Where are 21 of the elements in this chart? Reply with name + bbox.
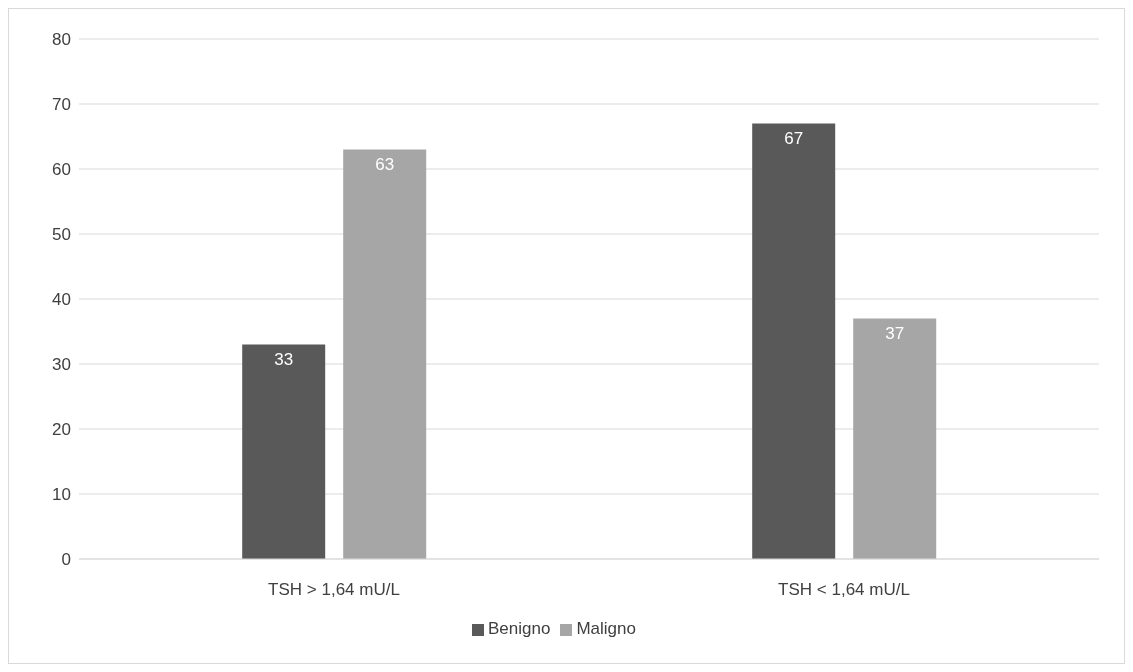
y-tick-label: 50 xyxy=(52,225,71,245)
y-tick-label: 40 xyxy=(52,290,71,310)
x-tick-label: TSH < 1,64 mU/L xyxy=(778,580,910,600)
y-tick-label: 20 xyxy=(52,420,71,440)
bar xyxy=(752,123,836,559)
bar xyxy=(343,149,427,559)
y-tick-label: 70 xyxy=(52,95,71,115)
data-label: 63 xyxy=(375,154,395,174)
data-label: 33 xyxy=(274,349,294,369)
bar xyxy=(242,344,326,559)
y-tick-label: 10 xyxy=(52,485,71,505)
data-label: 37 xyxy=(885,323,905,343)
bar xyxy=(853,318,937,559)
legend-label: Maligno xyxy=(576,619,636,638)
data-label: 67 xyxy=(784,128,804,148)
legend-label: Benigno xyxy=(488,619,551,638)
y-tick-label: 0 xyxy=(61,550,71,570)
y-tick-label: 30 xyxy=(52,355,71,375)
x-tick-label: TSH > 1,64 mU/L xyxy=(268,580,400,600)
y-tick-label: 80 xyxy=(52,30,71,50)
y-tick-label: 60 xyxy=(52,160,71,180)
